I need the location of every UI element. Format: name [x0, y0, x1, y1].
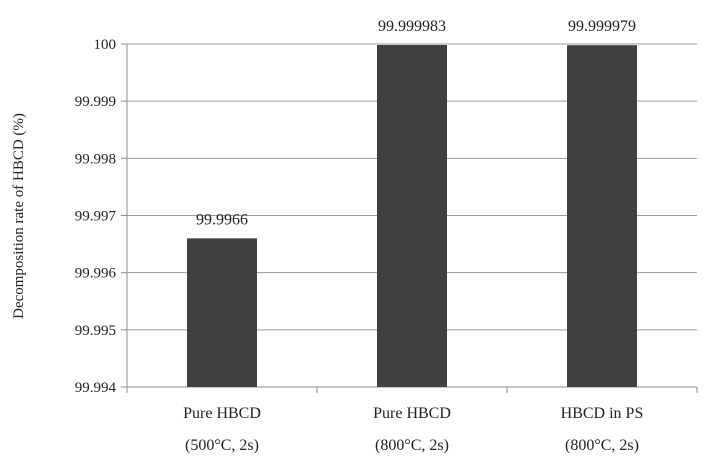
- y-tick-label: 99.994: [75, 380, 117, 396]
- bar: [377, 44, 447, 387]
- x-category-label: HBCD in PS: [561, 405, 644, 422]
- y-tick-label: 100: [94, 37, 117, 53]
- data-label: 99.999979: [568, 18, 636, 35]
- data-label: 99.9966: [196, 211, 248, 228]
- y-tick-labels: 99.994 99.995 99.996 99.997 99.998 99.999 100: [75, 37, 117, 396]
- y-tick-label: 99.997: [75, 209, 117, 225]
- x-category-label: (800°C, 2s): [565, 437, 639, 454]
- y-tick-label: 99.996: [75, 266, 117, 282]
- x-category-labels: Pure HBCD (500°C, 2s) Pure HBCD (800°C, 2s)…: [183, 405, 643, 454]
- data-labels: 99.9966 99.999983 99.999979: [196, 18, 636, 228]
- bar: [567, 45, 637, 387]
- y-tick-label: 99.998: [75, 151, 116, 167]
- bar: [187, 238, 257, 387]
- y-tick-label: 99.995: [75, 323, 116, 339]
- x-category-label: (500°C, 2s): [185, 437, 259, 454]
- y-tick-label: 99.999: [75, 94, 116, 110]
- x-category-label: Pure HBCD: [183, 405, 261, 422]
- x-category-label: (800°C, 2s): [375, 437, 449, 454]
- x-category-label: Pure HBCD: [373, 405, 451, 422]
- bars: [187, 44, 637, 387]
- data-label: 99.999983: [378, 18, 446, 35]
- y-axis-label: Decomposition rate of HBCD (%): [11, 113, 27, 319]
